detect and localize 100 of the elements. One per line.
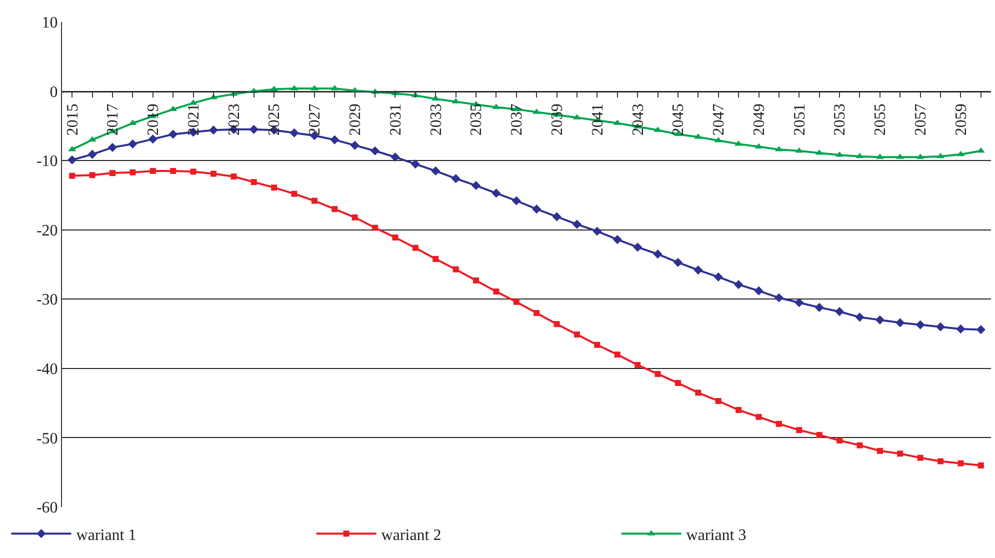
point — [431, 166, 440, 176]
point — [210, 170, 216, 177]
point — [68, 146, 76, 152]
point — [69, 172, 76, 179]
point — [471, 180, 481, 190]
point — [352, 214, 358, 220]
point — [855, 312, 864, 322]
point — [372, 224, 378, 231]
point — [612, 235, 622, 244]
point — [370, 146, 380, 156]
x-tick-label: 2015 — [64, 104, 82, 136]
point — [958, 460, 964, 466]
point — [332, 206, 338, 212]
point — [130, 169, 136, 176]
x-tick-label: 2053 — [832, 104, 849, 136]
point — [754, 286, 764, 296]
point — [290, 128, 299, 138]
x-tick-label: 2035 — [468, 104, 486, 136]
point — [634, 362, 641, 368]
point — [230, 174, 237, 180]
point — [168, 130, 178, 139]
legend-label: wariant 3 — [686, 526, 746, 544]
point — [473, 277, 480, 284]
point — [897, 450, 904, 457]
point — [614, 352, 620, 358]
point — [532, 204, 542, 214]
legend-label: wariant 1 — [76, 526, 136, 544]
x-tick-label: 2031 — [387, 104, 404, 136]
point — [350, 140, 360, 150]
point — [936, 322, 946, 332]
point — [410, 159, 420, 169]
x-tick-label: 2043 — [630, 104, 647, 136]
point — [916, 320, 925, 330]
x-tick-label: 2045 — [670, 104, 688, 136]
point — [493, 288, 500, 295]
point — [534, 310, 540, 316]
point — [594, 342, 600, 348]
x-tick-label: 2059 — [952, 104, 970, 136]
point — [896, 318, 905, 328]
point — [734, 280, 744, 290]
point — [412, 244, 418, 251]
x-tick-label: 2055 — [872, 104, 890, 136]
x-tick-label: 2057 — [912, 104, 930, 136]
y-tick-label: 0 — [50, 84, 58, 101]
point — [795, 147, 804, 153]
point — [673, 258, 683, 267]
x-tick-label: 2041 — [589, 104, 606, 136]
y-tick-label: -10 — [36, 153, 58, 170]
point — [938, 458, 944, 464]
point — [694, 265, 703, 275]
point — [814, 302, 824, 312]
point — [513, 298, 520, 305]
x-tick-label: 2017 — [104, 104, 122, 136]
point — [774, 293, 784, 302]
point — [88, 136, 96, 142]
point — [311, 198, 318, 204]
point — [715, 398, 722, 404]
point — [190, 168, 196, 175]
point — [674, 380, 681, 386]
x-tick-label: 2019 — [145, 104, 162, 136]
point — [876, 448, 883, 454]
point — [88, 150, 97, 159]
point — [734, 140, 743, 146]
legend-label: wariant 2 — [381, 526, 442, 544]
point — [815, 149, 824, 155]
point — [170, 168, 176, 174]
point — [128, 139, 138, 148]
point — [856, 152, 864, 158]
point — [633, 242, 642, 252]
point — [271, 184, 278, 191]
point — [917, 454, 924, 461]
x-tick-label: 2027 — [306, 104, 324, 136]
point — [390, 152, 400, 162]
point — [774, 146, 783, 152]
point — [794, 298, 804, 308]
point — [208, 126, 218, 135]
point — [150, 168, 156, 174]
x-tick-label: 2051 — [791, 104, 808, 136]
point — [432, 256, 439, 262]
x-tick-label: 2023 — [226, 104, 243, 136]
x-tick-label: 2033 — [428, 104, 445, 136]
point — [776, 420, 782, 427]
point — [392, 234, 398, 240]
y-tick-label: -40 — [36, 361, 58, 378]
point — [554, 321, 560, 328]
point — [572, 220, 582, 229]
point — [836, 437, 843, 444]
point — [956, 324, 966, 334]
x-tick-label: 2021 — [185, 104, 202, 136]
x-tick-label: 2049 — [750, 104, 768, 136]
point — [89, 172, 96, 178]
y-tick-label: -20 — [36, 222, 58, 240]
point — [756, 414, 762, 420]
point — [856, 442, 863, 448]
point — [653, 250, 662, 259]
point — [169, 106, 178, 112]
point — [452, 266, 459, 272]
point — [816, 432, 822, 438]
point — [552, 212, 562, 222]
x-tick-label: 2029 — [347, 104, 364, 136]
